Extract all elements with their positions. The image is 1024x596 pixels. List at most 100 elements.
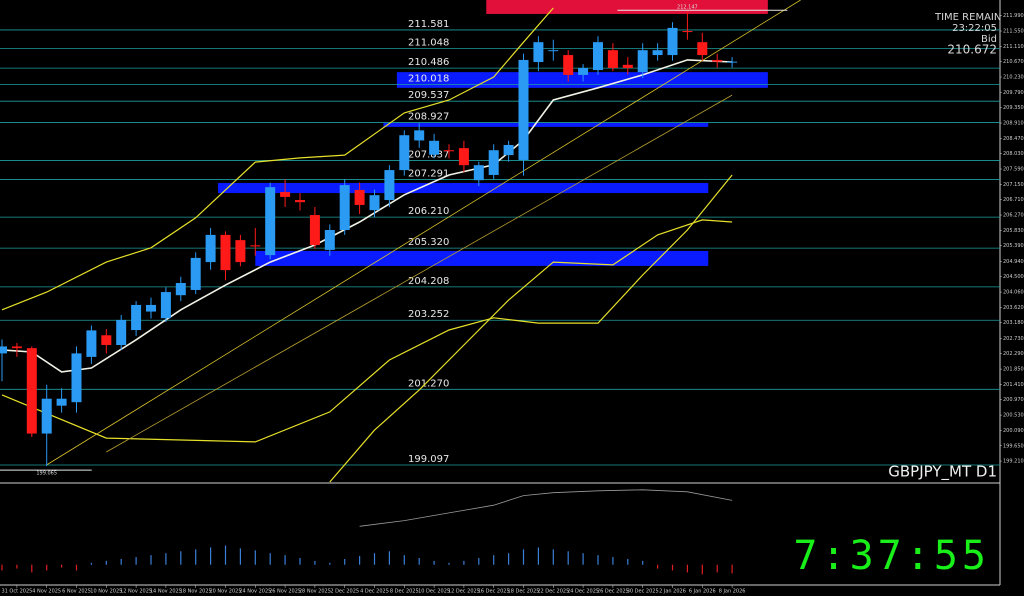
candle-body xyxy=(444,150,454,152)
y-tick-label: 211.550 xyxy=(1003,29,1024,35)
x-tick-label: 26 Nov 2025 xyxy=(269,589,301,595)
x-tick-label: 18 Dec 2025 xyxy=(508,589,540,595)
candle-body xyxy=(503,144,514,156)
candle-body xyxy=(667,27,678,56)
indicator-line xyxy=(106,94,733,453)
candle-body xyxy=(607,50,618,68)
level-label: 207.291 xyxy=(408,168,449,179)
time-remain: 23:22:05 xyxy=(952,23,997,34)
y-tick-label: 199.650 xyxy=(1003,443,1024,449)
candle-body xyxy=(533,42,544,63)
candle-body xyxy=(697,42,708,56)
indicator-line xyxy=(1,174,733,443)
y-tick-label: 204.060 xyxy=(1003,290,1024,296)
level-label: 208.927 xyxy=(408,111,449,122)
histogram-bar xyxy=(478,558,480,565)
candle-body xyxy=(220,234,231,271)
candle-body xyxy=(473,165,484,181)
candle-body xyxy=(146,304,156,312)
x-tick-label: 10 Dec 2025 xyxy=(418,589,450,595)
x-tick-label: 26 Dec 2025 xyxy=(597,589,629,595)
candle-body xyxy=(712,59,723,62)
price-zone xyxy=(486,0,768,14)
level-label: 210.486 xyxy=(408,57,449,68)
price-annotation: 212.147 xyxy=(677,5,698,11)
y-tick-label: 206.270 xyxy=(1003,213,1024,219)
histogram-bar xyxy=(210,547,212,565)
candle-body xyxy=(71,353,82,403)
y-tick-label: 205.390 xyxy=(1003,243,1024,249)
candle-body xyxy=(235,240,246,263)
candle-body xyxy=(354,189,365,205)
candle-body xyxy=(101,335,112,346)
candle-body xyxy=(488,150,499,175)
level-label: 199.097 xyxy=(408,454,449,465)
histogram-bar xyxy=(269,553,271,565)
histogram-bar xyxy=(448,562,450,565)
y-tick-label: 207.590 xyxy=(1003,167,1024,173)
candle-body xyxy=(324,230,335,250)
y-tick-label: 200.090 xyxy=(1003,428,1024,434)
x-tick-label: 20 Nov 2025 xyxy=(209,589,241,595)
bid-price: 210.672 xyxy=(947,43,997,57)
x-tick-label: 2 Dec 2025 xyxy=(330,589,359,595)
x-tick-label: 6 Nov 2025 xyxy=(62,589,91,595)
candle-body xyxy=(727,61,738,63)
x-tick-label: 2 Jan 2026 xyxy=(659,589,686,595)
level-label: 206.210 xyxy=(408,206,449,217)
x-tick-label: 12 Nov 2025 xyxy=(120,589,152,595)
histogram-bar xyxy=(567,551,569,565)
histogram-bar xyxy=(1,564,3,571)
x-tick-label: 30 Dec 2025 xyxy=(627,589,659,595)
y-tick-label: 199.210 xyxy=(1003,459,1024,465)
candle-body xyxy=(593,42,603,71)
price-annotation: 199.065 xyxy=(36,471,57,477)
histogram-bar xyxy=(671,564,674,571)
y-tick-label: 201.850 xyxy=(1003,367,1024,373)
y-tick-label: 204.940 xyxy=(1003,259,1024,265)
level-label: 205.320 xyxy=(408,237,449,248)
level-label: 203.252 xyxy=(408,309,449,320)
price-zone xyxy=(255,250,709,266)
level-label: 209.537 xyxy=(408,90,449,101)
histogram-bar xyxy=(150,555,152,565)
y-tick-label: 210.230 xyxy=(1003,75,1024,81)
indicator-line xyxy=(46,0,801,466)
candle-body xyxy=(265,187,276,256)
histogram-bar xyxy=(403,555,405,565)
y-tick-label: 203.180 xyxy=(1003,320,1024,326)
histogram-bar xyxy=(135,557,137,565)
x-tick-label: 10 Nov 2025 xyxy=(90,589,122,595)
candle-body xyxy=(295,200,305,203)
level-label: 211.048 xyxy=(408,38,449,49)
candle-body xyxy=(280,192,291,197)
histogram-bar xyxy=(120,558,122,565)
indicator-line xyxy=(1,7,554,311)
y-tick-label: 208.470 xyxy=(1003,136,1024,142)
level-label: 207.837 xyxy=(408,149,449,160)
y-tick-label: 203.620 xyxy=(1003,305,1024,311)
candle-body xyxy=(548,50,559,52)
candle-body xyxy=(116,319,127,346)
indicator-line xyxy=(1,59,733,373)
histogram-bar xyxy=(165,553,167,565)
x-tick-label: 28 Nov 2025 xyxy=(299,589,331,595)
candle-body xyxy=(11,346,22,349)
histogram-bar xyxy=(657,564,659,569)
histogram-bar xyxy=(105,560,107,565)
histogram-bar xyxy=(731,564,733,574)
histogram-bar xyxy=(239,548,241,565)
candle-body xyxy=(26,348,37,434)
histogram-bar xyxy=(254,550,256,565)
candle-body xyxy=(56,398,67,406)
candle-body xyxy=(0,346,7,354)
histogram-bar xyxy=(90,562,92,565)
level-label: 211.581 xyxy=(408,19,449,30)
price-zone xyxy=(383,123,709,127)
candle-body xyxy=(250,245,261,247)
candle-body xyxy=(131,304,142,331)
time-remain-label: TIME REMAIN xyxy=(934,12,1001,23)
